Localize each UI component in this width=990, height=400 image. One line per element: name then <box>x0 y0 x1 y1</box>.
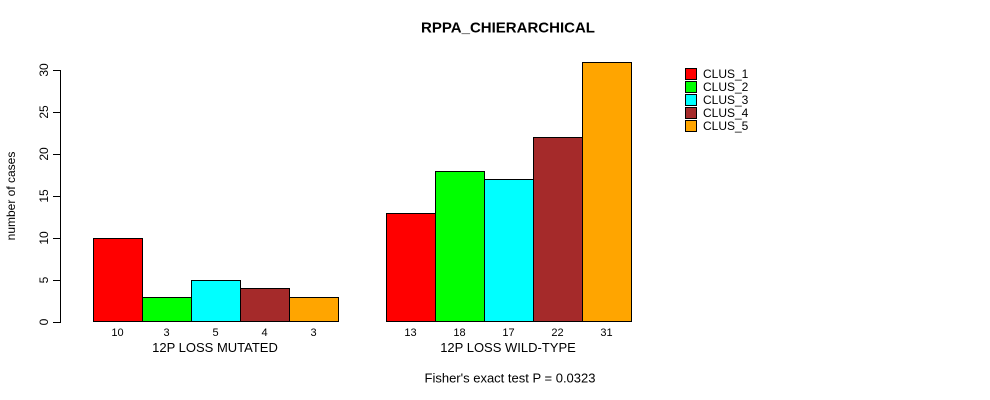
bar-value-label: 3 <box>163 327 170 339</box>
chart-title: RPPA_CHIERARCHICAL <box>421 19 595 37</box>
legend-label: CLUS_4 <box>703 105 749 120</box>
y-axis-tick-label: 10 <box>37 231 51 245</box>
bar-clus_1-group1 <box>93 238 143 322</box>
legend-item-clus_3: CLUS_3 <box>685 92 749 107</box>
legend-label: CLUS_1 <box>703 66 749 81</box>
bar-clus_4-group1 <box>240 288 290 322</box>
footer-annotation: Fisher's exact test P = 0.0323 <box>424 370 596 386</box>
y-axis-tick-label: 5 <box>37 276 51 284</box>
y-axis-tick-label: 30 <box>37 63 51 77</box>
bar-value-label: 31 <box>600 327 613 339</box>
y-axis-tick <box>53 70 60 71</box>
y-axis-tick <box>53 112 60 113</box>
y-axis-tick <box>53 238 60 239</box>
y-axis-tick <box>53 154 60 155</box>
bar-clus_2-group2 <box>435 171 485 322</box>
legend-color-swatch <box>685 80 697 93</box>
legend-label: CLUS_5 <box>703 118 749 133</box>
y-axis-line <box>60 70 61 323</box>
bar-value-label: 5 <box>212 327 219 339</box>
y-axis-tick-label: 20 <box>37 147 51 161</box>
bar-clus_5-group2 <box>582 62 632 322</box>
bar-clus_3-group2 <box>484 179 534 322</box>
y-axis-tick-label: 15 <box>37 189 51 203</box>
bar-value-label: 22 <box>551 327 564 339</box>
bar-clus_5-group1 <box>289 297 339 322</box>
y-axis-tick-label: 0 <box>37 318 51 326</box>
legend-color-swatch <box>685 106 697 119</box>
x-group-label-mutated: 12P LOSS MUTATED <box>152 340 278 355</box>
legend-label: CLUS_3 <box>703 92 749 107</box>
bar-value-label: 4 <box>261 327 268 339</box>
bar-value-label: 18 <box>453 327 466 339</box>
y-axis-tick <box>53 322 60 323</box>
y-axis-tick <box>53 196 60 197</box>
bar-value-label: 13 <box>404 327 417 339</box>
legend: CLUS_1 CLUS_2 CLUS_3 CLUS_4 CLUS_5 <box>685 66 749 133</box>
bar-clus_1-group2 <box>386 213 436 322</box>
y-axis-label: number of cases <box>4 151 18 241</box>
legend-label: CLUS_2 <box>703 79 749 94</box>
legend-item-clus_5: CLUS_5 <box>685 118 749 133</box>
y-axis-tick-label: 25 <box>37 105 51 119</box>
bar-value-label: 17 <box>502 327 515 339</box>
bar-value-label: 10 <box>111 327 124 339</box>
legend-item-clus_1: CLUS_1 <box>685 66 749 81</box>
bar-clus_3-group1 <box>191 280 241 322</box>
legend-color-swatch <box>685 119 697 132</box>
legend-color-swatch <box>685 67 697 80</box>
legend-color-swatch <box>685 93 697 106</box>
legend-item-clus_2: CLUS_2 <box>685 79 749 94</box>
x-group-label-wild-type: 12P LOSS WILD-TYPE <box>440 340 576 355</box>
legend-item-clus_4: CLUS_4 <box>685 105 749 120</box>
bar-clus_2-group1 <box>142 297 192 322</box>
y-axis-tick <box>53 280 60 281</box>
bar-clus_4-group2 <box>533 137 583 322</box>
bar-value-label: 3 <box>310 327 317 339</box>
